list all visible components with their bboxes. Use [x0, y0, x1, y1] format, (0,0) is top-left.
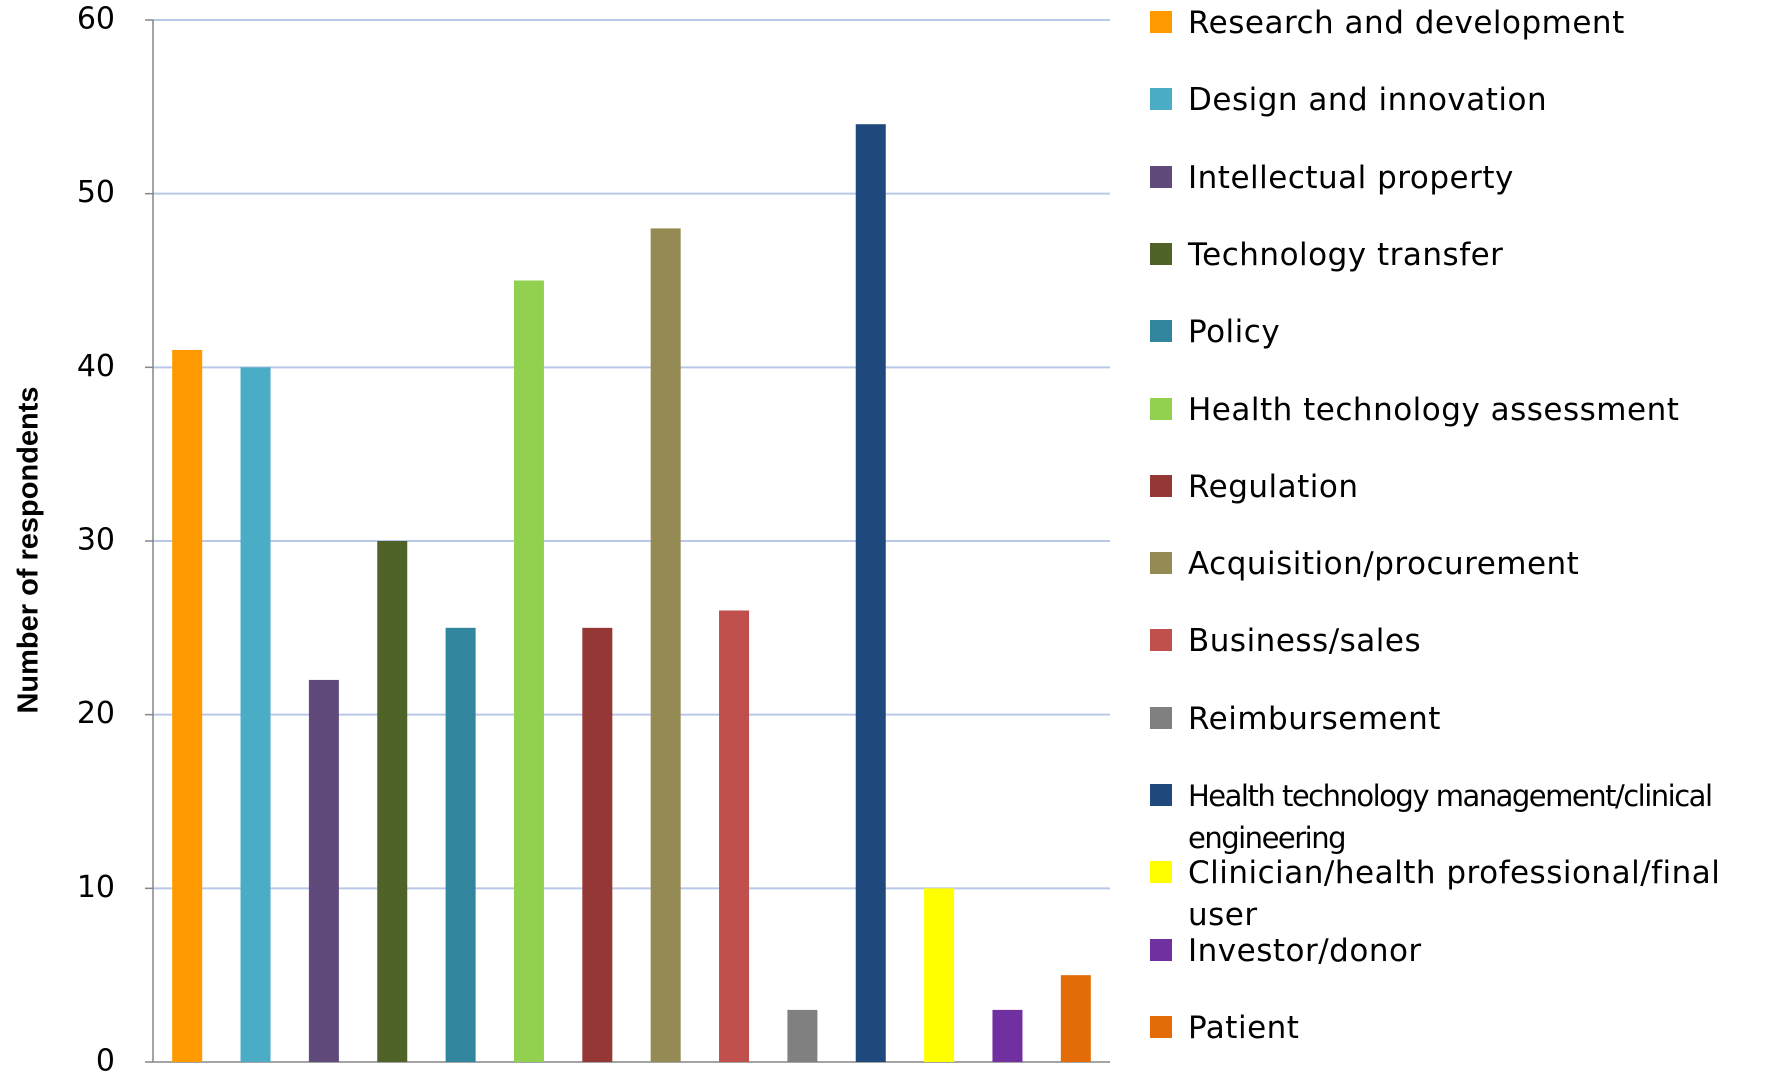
- legend-item: Regulation: [1150, 466, 1758, 508]
- legend-swatch: [1150, 861, 1172, 884]
- legend-item: Business/sales: [1150, 620, 1758, 662]
- bar: [513, 280, 544, 1062]
- y-tick-label: 10: [77, 870, 115, 905]
- legend-swatch: [1150, 552, 1172, 575]
- y-tick-label: 30: [77, 523, 115, 558]
- bar: [445, 627, 476, 1062]
- legend-swatch: [1150, 397, 1172, 420]
- bar: [172, 349, 203, 1062]
- legend-label: Technology transfer: [1188, 236, 1504, 273]
- legend-label: Policy: [1188, 314, 1281, 351]
- legend-swatch: [1150, 11, 1172, 33]
- y-tick-label: 20: [77, 696, 115, 731]
- legend-label: Regulation: [1188, 468, 1359, 505]
- legend-item: Design and innovation: [1150, 79, 1758, 121]
- legend-swatch: [1150, 165, 1172, 188]
- legend-item: Reimbursement: [1150, 698, 1758, 740]
- bar: [582, 627, 613, 1062]
- legend-item: Technology transfer: [1150, 234, 1758, 276]
- legend-swatch: [1150, 320, 1172, 343]
- legend-item: Investor/donor: [1150, 930, 1758, 972]
- legend-swatch: [1150, 784, 1172, 806]
- legend-label: Clinician/health professional/final user: [1188, 855, 1721, 934]
- legend-item: Research and development: [1150, 2, 1758, 44]
- bar: [992, 1009, 1023, 1062]
- bar: [650, 228, 681, 1062]
- y-tick-label: 60: [77, 2, 115, 37]
- bar: [308, 679, 339, 1062]
- y-tick-label: 50: [77, 175, 115, 210]
- bar: [924, 888, 955, 1062]
- legend-label: Investor/donor: [1188, 932, 1422, 969]
- legend-swatch: [1150, 88, 1172, 111]
- legend-swatch: [1150, 242, 1172, 265]
- legend-label: Patient: [1188, 1009, 1300, 1046]
- legend-item: Health technology management/clinical en…: [1150, 775, 1758, 859]
- legend-label: Design and innovation: [1188, 82, 1548, 119]
- bar: [787, 1009, 818, 1062]
- legend-label: Acquisition/procurement: [1188, 546, 1580, 583]
- legend-item: Intellectual property: [1150, 157, 1758, 199]
- y-tick-label: 40: [77, 349, 115, 384]
- legend-label: Health technology management/clinical en…: [1188, 779, 1713, 855]
- y-tick-label: 0: [96, 1044, 115, 1079]
- bar: [1060, 975, 1091, 1062]
- legend-swatch: [1150, 706, 1172, 729]
- bar: [855, 124, 886, 1062]
- legend-item: Acquisition/procurement: [1150, 543, 1758, 585]
- legend-swatch: [1150, 629, 1172, 652]
- bar: [240, 367, 271, 1062]
- legend-item: Policy: [1150, 311, 1758, 353]
- legend-item: Health technology assessment: [1150, 389, 1758, 431]
- legend-item: Clinician/health professional/final user: [1150, 852, 1758, 936]
- bar: [377, 541, 408, 1062]
- legend-swatch: [1150, 938, 1172, 961]
- bar: [719, 610, 750, 1062]
- legend-label: Research and development: [1188, 5, 1625, 41]
- y-axis-label: Number of respondents: [13, 386, 45, 713]
- legend-item: Patient: [1150, 1007, 1758, 1049]
- legend-label: Intellectual property: [1188, 159, 1514, 196]
- legend-swatch: [1150, 1015, 1172, 1038]
- legend-swatch: [1150, 474, 1172, 497]
- legend-label: Business/sales: [1188, 623, 1422, 660]
- legend-label: Health technology assessment: [1188, 391, 1680, 428]
- legend-label: Reimbursement: [1188, 700, 1441, 737]
